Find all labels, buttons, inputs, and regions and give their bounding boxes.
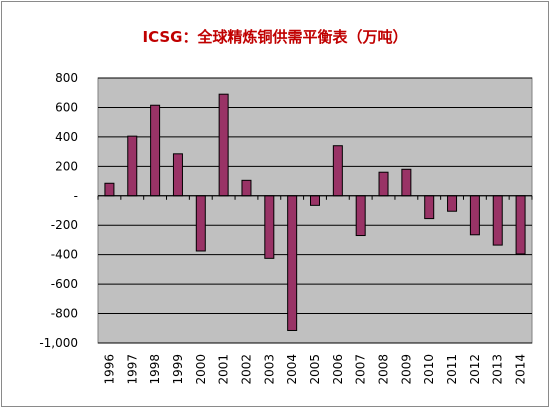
- bar: [241, 179, 252, 197]
- x-tick-label: 2002: [239, 354, 253, 385]
- x-tick-label: 1997: [125, 354, 139, 385]
- y-tick-label: -800: [51, 307, 78, 321]
- bar: [378, 171, 389, 197]
- bar: [492, 195, 503, 246]
- x-tick-label: 2003: [262, 354, 276, 385]
- chart-title: ICSG：全球精炼铜供需平衡表（万吨）: [143, 28, 408, 46]
- bar: [287, 195, 298, 331]
- x-tick-label: 2001: [217, 354, 231, 385]
- y-tick-label: -1,000: [39, 336, 78, 350]
- y-tick-label: -: [74, 189, 78, 203]
- bar: [150, 104, 161, 197]
- bar: [218, 93, 229, 197]
- x-tick-label: 2012: [468, 354, 482, 385]
- y-tick-label: 200: [55, 159, 78, 173]
- y-tick-label: -400: [51, 248, 78, 262]
- y-tick-label: 400: [55, 130, 78, 144]
- bar: [515, 195, 526, 255]
- x-tick-label: 1999: [171, 354, 185, 385]
- y-tick-label: -600: [51, 277, 78, 291]
- bar: [195, 195, 206, 252]
- y-tick-label: 800: [55, 71, 78, 85]
- x-tick-label: 2004: [285, 354, 299, 385]
- x-tick-label: 2010: [422, 354, 436, 385]
- x-tick-label: 2005: [308, 354, 322, 385]
- bar: [264, 195, 275, 259]
- plot-area: [97, 77, 533, 344]
- plot-area-group: 800 600 400 200 - -200 -400 -600 -800 -1,000 1996 1…: [39, 71, 533, 385]
- x-tick-label: 1996: [102, 354, 116, 385]
- bar: [424, 195, 435, 220]
- bar: [332, 145, 343, 197]
- x-tick-label: 2013: [491, 354, 505, 385]
- x-tick-label: 2007: [354, 354, 368, 385]
- x-tick-label: 2006: [331, 354, 345, 385]
- bar: [310, 195, 320, 206]
- bar: [469, 195, 480, 236]
- y-tick-label: 600: [55, 100, 78, 114]
- bar: [127, 135, 138, 197]
- bar: [355, 195, 366, 237]
- x-tick-label: 1998: [148, 354, 162, 385]
- bar: [401, 168, 412, 197]
- x-tick-label: 2011: [445, 354, 459, 385]
- bar: [172, 153, 183, 197]
- y-tick-label: -200: [51, 218, 78, 232]
- bar: [447, 195, 458, 212]
- x-tick-label: 2000: [194, 354, 208, 385]
- x-tick-label: 2014: [514, 354, 528, 385]
- bar: [104, 182, 115, 197]
- x-tick-label: 2008: [377, 354, 391, 385]
- x-tick-label: 2009: [399, 354, 413, 385]
